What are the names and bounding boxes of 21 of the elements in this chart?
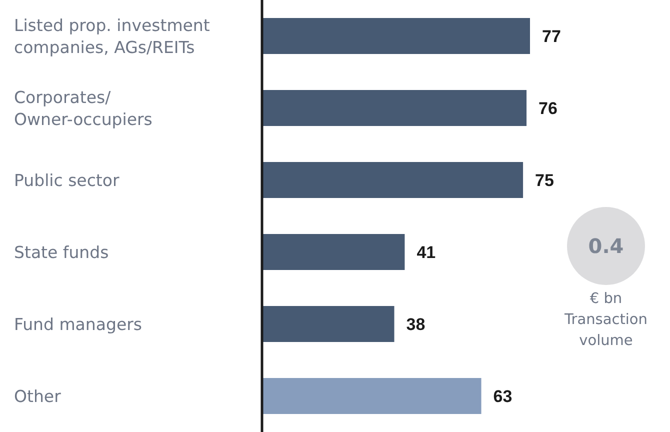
y-tick-label: Listed prop. investment companies, AGs/REITs (14, 16, 210, 57)
bar (262, 162, 524, 198)
y-tick-label: Public sector (14, 171, 120, 190)
text: 0.4 (588, 234, 624, 258)
data-label: 77 (542, 27, 561, 46)
y-tick-label: State funds (14, 243, 109, 262)
bar (262, 90, 527, 126)
y-tick-label: Corporates/Owner-occupiers (14, 88, 152, 129)
data-label: 76 (538, 99, 558, 118)
data-label: 38 (406, 315, 426, 334)
bar (262, 306, 394, 342)
y-tick-label: Other (14, 387, 62, 406)
bar (262, 18, 530, 54)
y-tick-label: Fund managers (14, 315, 142, 334)
data-label: 63 (493, 387, 512, 406)
text: € bn (590, 291, 622, 307)
bar (262, 234, 405, 270)
bar (262, 378, 482, 414)
text: Transaction volume (564, 312, 648, 349)
data-label: 75 (535, 171, 554, 190)
data-label: 41 (416, 243, 436, 262)
